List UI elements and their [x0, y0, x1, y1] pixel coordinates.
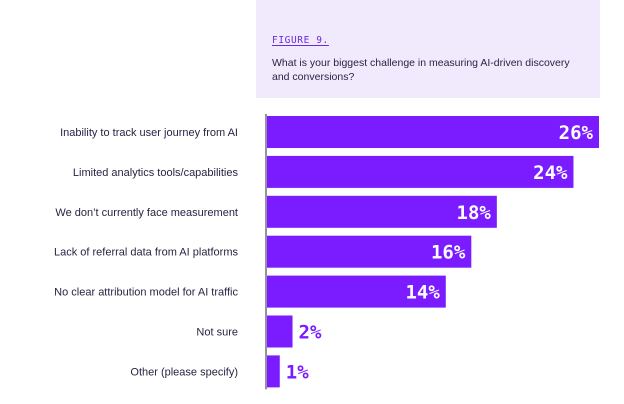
value-label: 1% — [286, 361, 309, 383]
category-label: Inability to track user journey from AI — [60, 127, 238, 139]
bar — [267, 195, 497, 228]
figure-label: FIGURE 9. — [272, 35, 329, 46]
category-label: We don’t currently face measurement — [55, 207, 238, 219]
bar — [267, 235, 472, 268]
category-label: Lack of referral data from AI platforms — [54, 247, 239, 259]
bar — [267, 275, 446, 308]
bar — [267, 116, 599, 148]
category-label: Other (please specify) — [130, 366, 238, 378]
figure-header-panel — [256, 0, 600, 98]
value-label: 14% — [405, 282, 440, 304]
value-label: 16% — [431, 242, 466, 264]
value-label: 18% — [457, 202, 492, 224]
figure-question: What is your biggest challenge in measur… — [272, 57, 570, 83]
bar — [267, 355, 280, 388]
bar — [267, 155, 574, 188]
category-label: Not sure — [196, 327, 238, 339]
value-label: 2% — [299, 322, 322, 344]
category-label: No clear attribution model for AI traffi… — [54, 287, 238, 299]
category-label: Limited analytics tools/capabilities — [73, 167, 239, 179]
value-label: 24% — [533, 162, 568, 184]
value-label: 26% — [559, 122, 594, 144]
bar — [267, 315, 293, 348]
